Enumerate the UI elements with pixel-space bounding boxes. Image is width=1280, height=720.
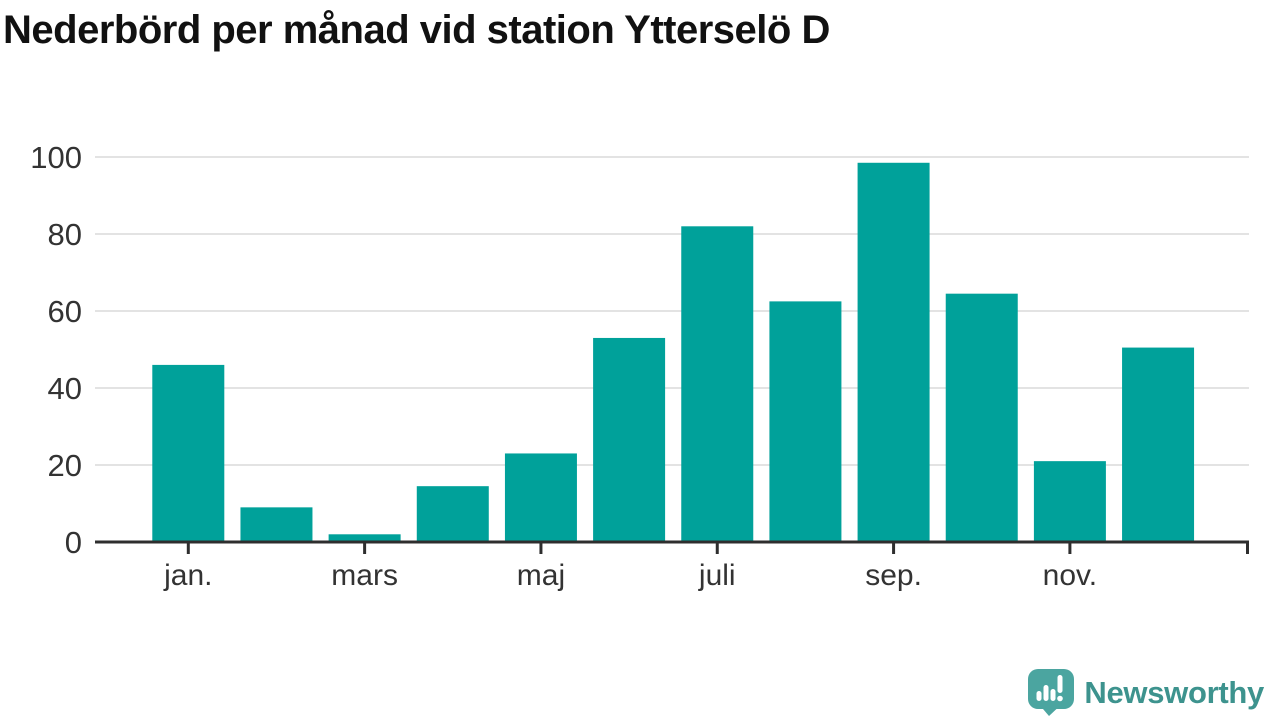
x-axis-tick-label-mars: mars — [331, 559, 398, 592]
bar-aug — [769, 301, 842, 542]
bar-feb — [240, 507, 313, 542]
logo-exclamation-bar — [1057, 675, 1063, 693]
logo-bar-medium — [1050, 689, 1056, 701]
logo-bar-small — [1036, 691, 1042, 701]
logo-bar-tall — [1043, 685, 1049, 701]
bar-jan — [152, 364, 225, 542]
y-axis-tick-label-0: 0 — [65, 525, 82, 560]
x-axis-tick-label-jan: jan. — [163, 559, 212, 592]
newsworthy-logo-icon — [1028, 669, 1075, 716]
logo-exclamation-dot — [1057, 695, 1064, 702]
y-axis-tick-label-40: 40 — [48, 371, 82, 406]
bar-nov — [1033, 461, 1106, 542]
bar-juni — [593, 337, 666, 542]
x-axis-tick-label-sep: sep. — [865, 559, 922, 592]
x-axis-tick-label-juli: juli — [698, 559, 736, 592]
x-axis-tick-label-nov: nov. — [1043, 559, 1097, 592]
y-axis-tick-label-20: 20 — [48, 448, 82, 483]
newsworthy-logo: Newsworthy — [1028, 669, 1264, 716]
bar-okt — [945, 293, 1018, 542]
newsworthy-logo-text: Newsworthy — [1084, 674, 1264, 710]
bar-apr — [416, 486, 489, 542]
y-axis-tick-label-100: 100 — [30, 140, 82, 175]
chart-title: Nederbörd per månad vid station Yttersel… — [3, 8, 830, 52]
y-axis-tick-label-60: 60 — [48, 294, 82, 329]
y-axis-tick-label-80: 80 — [48, 217, 82, 252]
bar-dec — [1122, 347, 1195, 542]
bar-sep — [857, 162, 930, 542]
bar-mars — [328, 534, 401, 542]
bar-juli — [681, 226, 754, 543]
bar-maj — [504, 453, 577, 542]
x-axis-tick-label-maj: maj — [517, 559, 565, 592]
